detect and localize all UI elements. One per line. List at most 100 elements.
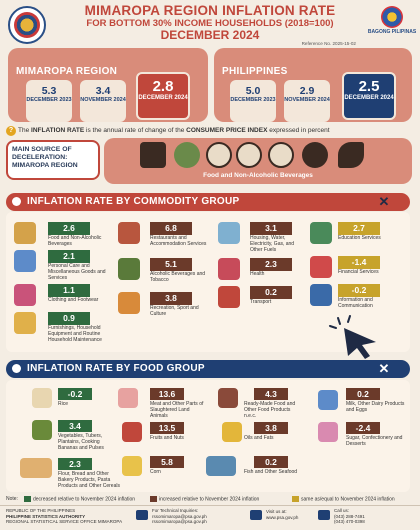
- web-icon: [250, 510, 262, 520]
- commodity-label-clothing: Clothing and Footwear: [48, 297, 99, 303]
- food-value-dairy: 0.2: [346, 388, 380, 400]
- commodity-label-furnishings: Furnishings, Household Equipment and Rou…: [48, 325, 102, 343]
- footer: [0, 505, 420, 530]
- food-close-button[interactable]: ✕: [378, 361, 390, 376]
- food-title: INFLATION RATE BY FOOD GROUP: [12, 363, 205, 374]
- commodity-label-personal-care: Personal Care and Miscellaneous Goods an…: [48, 263, 106, 281]
- food-label-fish: Fish and Other Seafood: [244, 469, 298, 475]
- psa-logo: [8, 6, 46, 44]
- food-label-fruits: Fruits and Nuts: [150, 435, 184, 441]
- commodity-panel: [6, 212, 410, 352]
- vegetables-icon: [174, 142, 200, 168]
- cursor-icon: [329, 315, 376, 359]
- pot-icon: [140, 142, 166, 168]
- furnishings-icon: [14, 312, 36, 334]
- commodity-close-button[interactable]: ✕: [378, 194, 390, 209]
- phone-icon: [318, 510, 330, 520]
- food-value-oils: 3.8: [254, 422, 288, 434]
- food-value-sugar: -2.4: [346, 422, 380, 434]
- footer-phone[interactable]: Call us: (043) 288-7491 (043) 470-0398: [334, 508, 365, 524]
- food-value-ready-made: 4.3: [254, 388, 288, 400]
- recreation-icon: [118, 292, 140, 314]
- food-label-sugar: Sugar, Confectionery and Desserts: [346, 435, 403, 447]
- mimaropa-nov2024-box: 3.4 NOVEMBER 2024: [80, 80, 126, 122]
- food-label-ready-made: Ready-Made Food and Other Food Products …: [244, 401, 296, 419]
- meat-icon: [118, 388, 138, 408]
- commodity-label-health: Health: [250, 271, 265, 277]
- food-basket-icon: [14, 222, 36, 244]
- restaurant-icon: [118, 222, 140, 244]
- bread-icon: [20, 458, 52, 478]
- chart-icon: [12, 196, 21, 206]
- food-header-bar: [6, 360, 410, 378]
- commodity-value-personal-care: 2.1: [48, 250, 90, 263]
- commodity-label-alcohol: Alcoholic Beverages and Tobacco: [150, 271, 206, 283]
- finance-icon: [310, 256, 332, 278]
- commodity-value-recreation: 3.8: [150, 292, 192, 305]
- fruits-icon: [122, 422, 142, 442]
- commodity-value-alcohol: 5.1: [150, 258, 192, 271]
- commodity-value-transport: 0.2: [250, 286, 292, 299]
- email-icon: [136, 510, 148, 520]
- oil-icon: [222, 422, 242, 442]
- footer-email[interactable]: For Technical Inquiries: rssomimaropa@ps…: [152, 508, 207, 524]
- commodity-label-food: Food and Non-Alcoholic Beverages: [48, 235, 102, 247]
- food-value-meat: 13.6: [150, 388, 184, 400]
- rice-icon: [32, 388, 52, 408]
- food-label-rice: Rice: [58, 401, 69, 407]
- bottle-icon: [118, 258, 140, 280]
- commodity-header-bar: [6, 193, 410, 211]
- chicken-icon: [302, 142, 328, 168]
- health-icon: [218, 258, 240, 280]
- school-icon: [310, 222, 332, 244]
- commodity-value-education: 2.7: [338, 222, 380, 235]
- legend-decreased: decreased relative to November 2024 infl…: [24, 496, 135, 502]
- ready-made-food-icon: [218, 388, 238, 408]
- food-label-bread: Flour, Bread and Other Bakery Products, …: [58, 471, 120, 489]
- food-value-rice: -0.2: [58, 388, 92, 400]
- deceleration-box: [6, 140, 100, 180]
- commodity-value-housing: 3.1: [250, 222, 292, 235]
- vegetables-food-icon: [32, 420, 52, 440]
- commodity-value-health: 2.3: [250, 258, 292, 271]
- personal-care-icon: [14, 250, 36, 272]
- sugar-icon: [318, 422, 338, 442]
- food-label-oils: Oils and Fats: [244, 435, 274, 441]
- philippines-title: PHILIPPINES: [222, 66, 288, 77]
- reference-number: Reference No. 2025-15-02: [301, 41, 356, 46]
- food-value-vegetables: 3.4: [58, 420, 92, 432]
- commodity-value-furnishings: 0.9: [48, 312, 90, 325]
- legend-note: Note:: [6, 496, 18, 502]
- mimaropa-dec2023-box: 5.3 DECEMBER 2023: [26, 80, 72, 122]
- onion-icon: [206, 142, 232, 168]
- commodity-label-transport: Transport: [250, 299, 272, 305]
- food-label-corn: Corn: [150, 469, 161, 475]
- house-icon: [218, 222, 240, 244]
- footer-web[interactable]: Visit us at: www.psa.gov.ph: [266, 509, 299, 520]
- communication-icon: [310, 284, 332, 306]
- legend-decreased-swatch: [24, 496, 31, 502]
- food-label-vegetables: Vegetables, Tubers, Plantains, Cooking B…: [58, 433, 104, 451]
- mimaropa-current-box: 2.8 DECEMBER 2024: [136, 72, 190, 120]
- commodity-label-financial: Financial Services: [338, 269, 379, 275]
- page-period: DECEMBER 2024: [160, 28, 260, 42]
- commodity-title: INFLATION RATE BY COMMODITY GROUP: [12, 196, 240, 207]
- footer-org: REPUBLIC OF THE PHILIPPINES PHILIPPINE S…: [6, 508, 123, 524]
- transport-icon: [218, 286, 240, 308]
- commodity-value-food: 2.6: [48, 222, 90, 235]
- mimaropa-title: MIMAROPA REGION: [16, 66, 118, 77]
- food-value-bread: 2.3: [58, 458, 92, 470]
- corn-icon: [122, 456, 142, 476]
- legend-same: same as/equal to November 2024 inflation: [292, 496, 395, 502]
- deceleration-label: Food and Non-Alcoholic Beverages: [203, 172, 313, 179]
- commodity-label-communication: Information and Communication: [338, 297, 373, 309]
- commodity-value-financial: -1.4: [338, 256, 380, 269]
- commodity-label-housing: Housing, Water, Electricity, Gas, and Ot…: [250, 235, 295, 253]
- food-label-meat: Meat and Other Parts of Slaughtered Land…: [150, 401, 204, 419]
- onion-2-icon: [268, 142, 294, 168]
- commodity-value-restaurants: 6.8: [150, 222, 192, 235]
- commodity-value-clothing: 1.1: [48, 284, 90, 297]
- clothing-icon: [14, 284, 36, 306]
- question-icon: ?: [6, 126, 16, 136]
- bagong-pilipinas-logo: BAGONG PILIPINAS: [368, 6, 416, 38]
